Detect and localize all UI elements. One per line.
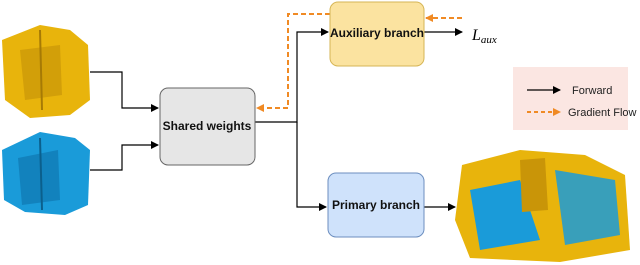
loss-symbol: L	[471, 27, 481, 44]
auxiliary-box	[329, 1, 425, 67]
legend-label: Gradient Flow	[568, 107, 637, 119]
gradient-arrows	[256, 13, 462, 112]
forward-arrows	[90, 28, 463, 211]
shared-box	[159, 87, 256, 166]
legend-label: Forward	[572, 85, 612, 97]
node-label: Auxiliary branch	[330, 26, 424, 40]
node-label: Primary branch	[332, 198, 420, 212]
node-label: Shared weights	[163, 119, 252, 133]
legend-box	[513, 67, 628, 130]
loss-label: Laux	[471, 27, 497, 46]
input-cloud-blue	[2, 132, 90, 215]
primary-box	[327, 172, 425, 238]
output-cloud	[455, 150, 630, 262]
loss-subscript: aux	[481, 34, 497, 46]
input-cloud-yellow	[2, 25, 90, 118]
